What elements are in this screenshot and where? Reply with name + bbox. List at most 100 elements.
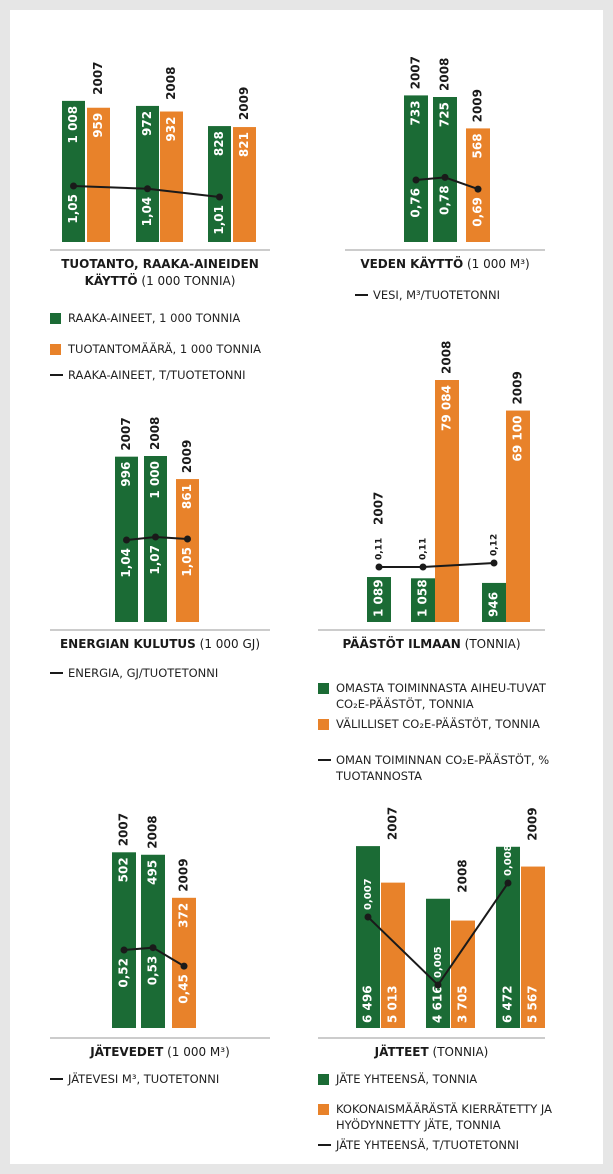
- line-point: [149, 944, 157, 952]
- bar: [136, 105, 159, 242]
- subtitle-text: (TONNIA): [464, 637, 521, 651]
- legend-swatch: [318, 719, 329, 730]
- title-text: JÄTEVEDET: [90, 1045, 164, 1059]
- year-label: 2008: [456, 859, 470, 892]
- data-label: 1 000: [148, 461, 162, 499]
- line-label: 1,01: [212, 205, 226, 235]
- data-label: 69 100: [511, 416, 525, 462]
- line-label: 1,04: [140, 197, 154, 227]
- bar: [160, 111, 183, 243]
- data-label: 1 058: [416, 579, 430, 617]
- line-point: [152, 533, 159, 541]
- line-label: 1,07: [148, 545, 162, 575]
- legend-item: VESI, M³/TUOTETONNI: [355, 287, 603, 303]
- year-label: 2009: [511, 371, 525, 404]
- legend-text: KOKONAISMÄÄRÄSTÄ KIERRÄTETTY JA HYÖDYNNE…: [336, 1102, 552, 1132]
- line-point: [70, 182, 77, 190]
- bar: [87, 107, 110, 243]
- legend-text: VESI, M³/TUOTETONNI: [373, 288, 500, 302]
- line-label: 0,005: [433, 946, 444, 978]
- subtitle-text: (1 000 M³): [466, 257, 530, 271]
- bar: [411, 578, 435, 622]
- title-text: PÄÄSTÖT ILMAAN: [342, 637, 461, 651]
- line-point: [474, 185, 482, 193]
- data-label: 5 567: [526, 985, 540, 1023]
- year-label: 2007: [91, 61, 105, 94]
- legend-line: [50, 672, 63, 674]
- line-point: [364, 913, 372, 921]
- title-text: JÄTTEET: [374, 1045, 429, 1059]
- data-label: 372: [177, 903, 191, 928]
- legend-item: JÄTE YHTEENSÄ, TONNIA: [318, 1071, 586, 1087]
- data-label: 1 089: [372, 579, 386, 617]
- year-label: 2007: [119, 417, 133, 450]
- legend-swatch: [318, 683, 329, 694]
- legend-swatch: [50, 313, 61, 324]
- line-point: [434, 981, 442, 989]
- data-label: 79 084: [440, 385, 454, 431]
- bar: [233, 127, 256, 242]
- line-point: [419, 563, 427, 571]
- legend-line: [50, 374, 63, 376]
- data-label: 733: [409, 100, 423, 125]
- line-label: 0,53: [146, 956, 160, 986]
- legend-item: OMASTA TOIMINNASTA AIHEU-TUVAT CO₂E-PÄÄS…: [318, 680, 571, 712]
- bar: [433, 97, 457, 242]
- chart-title: TUOTANTO, RAAKA-AINEIDEN KÄYTTÖ (1 000 T…: [50, 256, 270, 290]
- data-label: 861: [180, 484, 194, 509]
- legend-text: ENERGIA, GJ/TUOTETONNI: [68, 666, 219, 680]
- title-text: ENERGIAN KULUTUS: [59, 637, 196, 651]
- bar: [208, 126, 231, 242]
- bar: [482, 582, 506, 622]
- line-label: 1,05: [180, 547, 194, 577]
- year-label: 2008: [440, 341, 454, 374]
- data-label: 972: [140, 111, 154, 136]
- line-label: 0,52: [117, 958, 131, 988]
- legend-item: VÄLILLISET CO₂E-PÄÄSTÖT, TONNIA: [318, 716, 571, 732]
- line-point: [412, 176, 420, 184]
- bar: [404, 95, 428, 243]
- bar: [496, 846, 520, 1028]
- line-point: [180, 962, 188, 970]
- legend-swatch: [318, 1074, 329, 1085]
- line-point: [504, 879, 512, 887]
- bar: [381, 882, 405, 1028]
- data-label: 495: [146, 860, 160, 885]
- bar: [62, 100, 85, 242]
- subtitle-text: (1 000 GJ): [199, 637, 261, 651]
- line-point: [490, 559, 498, 567]
- line-label: 0,76: [409, 188, 423, 218]
- line-label: 0,78: [438, 185, 452, 215]
- legend-line: [355, 294, 368, 296]
- year-label: 2008: [164, 67, 178, 100]
- line-point: [216, 193, 223, 201]
- legend-text: RAAKA-AINEET, 1 000 TONNIA: [68, 311, 241, 325]
- bar: [506, 410, 530, 622]
- data-label: 502: [117, 857, 131, 882]
- line-point: [123, 536, 130, 544]
- legend-item: ENERGIA, GJ/TUOTETONNI: [50, 665, 318, 681]
- chart-title: VEDEN KÄYTTÖ (1 000 M³): [345, 256, 545, 273]
- data-label: 996: [119, 462, 133, 487]
- legend-item: KOKONAISMÄÄRÄSTÄ KIERRÄTETTY JA HYÖDYNNE…: [318, 1101, 586, 1133]
- legend-text: OMAN TOIMINNAN CO₂E-PÄÄSTÖT, % TUOTANNOS…: [336, 753, 550, 783]
- legend-text: JÄTE YHTEENSÄ, T/TUOTETONNI: [336, 1138, 519, 1152]
- data-label: 5 013: [386, 985, 400, 1023]
- legend-text: JÄTEVESI M³, TUOTETONNI: [68, 1072, 220, 1086]
- bar: [356, 846, 380, 1028]
- chart-title: PÄÄSTÖT ILMAAN (TONNIA): [318, 636, 545, 653]
- legend-item: TUOTANTOMÄÄRÄ, 1 000 TONNIA: [50, 341, 318, 357]
- data-label: 6 472: [501, 985, 515, 1023]
- data-label: 828: [212, 131, 226, 156]
- subtitle-text: (TONNIA): [432, 1045, 489, 1059]
- data-label: 821: [237, 132, 251, 157]
- year-label: 2007: [117, 813, 131, 846]
- line-point: [144, 185, 151, 193]
- legend-text: OMASTA TOIMINNASTA AIHEU-TUVAT CO₂E-PÄÄS…: [336, 681, 546, 711]
- legend-text: VÄLILLISET CO₂E-PÄÄSTÖT, TONNIA: [336, 717, 540, 731]
- year-label: 2009: [471, 89, 485, 122]
- data-label: 3 705: [456, 985, 470, 1023]
- line-label: 0,69: [471, 197, 485, 227]
